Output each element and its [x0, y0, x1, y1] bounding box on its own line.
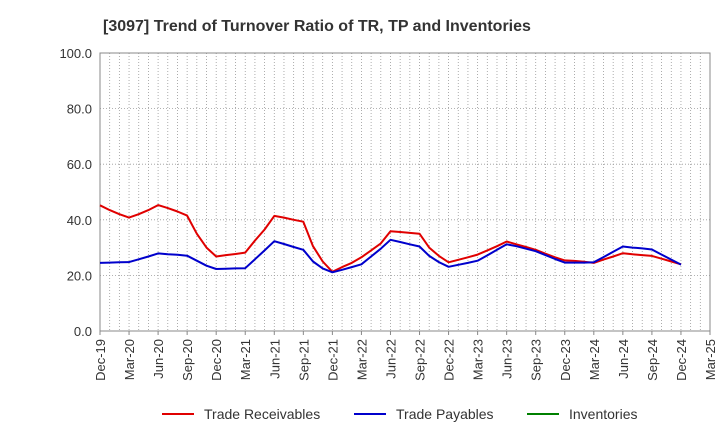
y-tick-label: 80.0: [67, 102, 92, 117]
legend-label-1: Trade Payables: [396, 406, 494, 422]
x-tick-label: Dec-21: [325, 339, 340, 381]
x-tick-label: Mar-22: [354, 339, 369, 380]
chart-title: [3097] Trend of Turnover Ratio of TR, TP…: [103, 18, 531, 35]
x-tick-label: Jun-24: [616, 339, 631, 379]
x-tick-label: Mar-25: [703, 339, 718, 380]
x-tick-label: Sep-24: [645, 339, 660, 381]
y-tick-label: 60.0: [67, 157, 92, 172]
x-tick-label: Dec-24: [674, 339, 689, 381]
x-tick-label: Sep-20: [180, 339, 195, 381]
plot-border: [99, 52, 711, 332]
x-tick-label: Dec-22: [442, 339, 457, 381]
x-tick-label: Sep-22: [413, 339, 428, 381]
axes: 0.0 20.0 40.0 60.0 80.0 100.0 Dec-19 Mar-20 Jun-…: [59, 46, 718, 381]
series-lines: [99, 204, 682, 274]
x-tick-label: Jun-20: [151, 339, 166, 379]
x-tick-label: Mar-24: [587, 339, 602, 380]
legend-label-0: Trade Receivables: [204, 406, 320, 422]
x-tick-label: Dec-23: [558, 339, 573, 381]
x-tick-label: Dec-20: [209, 339, 224, 381]
plot-area: [100, 53, 710, 331]
y-tick-label: 40.0: [67, 213, 92, 228]
x-tick-label: Sep-21: [296, 339, 311, 381]
x-tick-label: Dec-19: [93, 339, 108, 381]
y-tick-label: 100.0: [59, 46, 92, 61]
x-tick-label: Mar-21: [238, 339, 253, 380]
x-tick-label: Sep-23: [529, 339, 544, 381]
x-tick-label: Jun-22: [383, 339, 398, 379]
x-tick-label: Mar-20: [122, 339, 137, 380]
y-tick-label: 0.0: [74, 324, 92, 339]
x-tick-label: Mar-23: [471, 339, 486, 380]
x-tick-label: Jun-21: [267, 339, 282, 379]
legend-label-2: Inventories: [569, 406, 637, 422]
grid-lines: [100, 53, 710, 331]
y-tick-label: 20.0: [67, 268, 92, 283]
x-tick-label: Jun-23: [500, 339, 515, 379]
legend: Trade Receivables Trade Payables Inventori…: [162, 406, 637, 422]
series-line-1: [99, 238, 682, 274]
